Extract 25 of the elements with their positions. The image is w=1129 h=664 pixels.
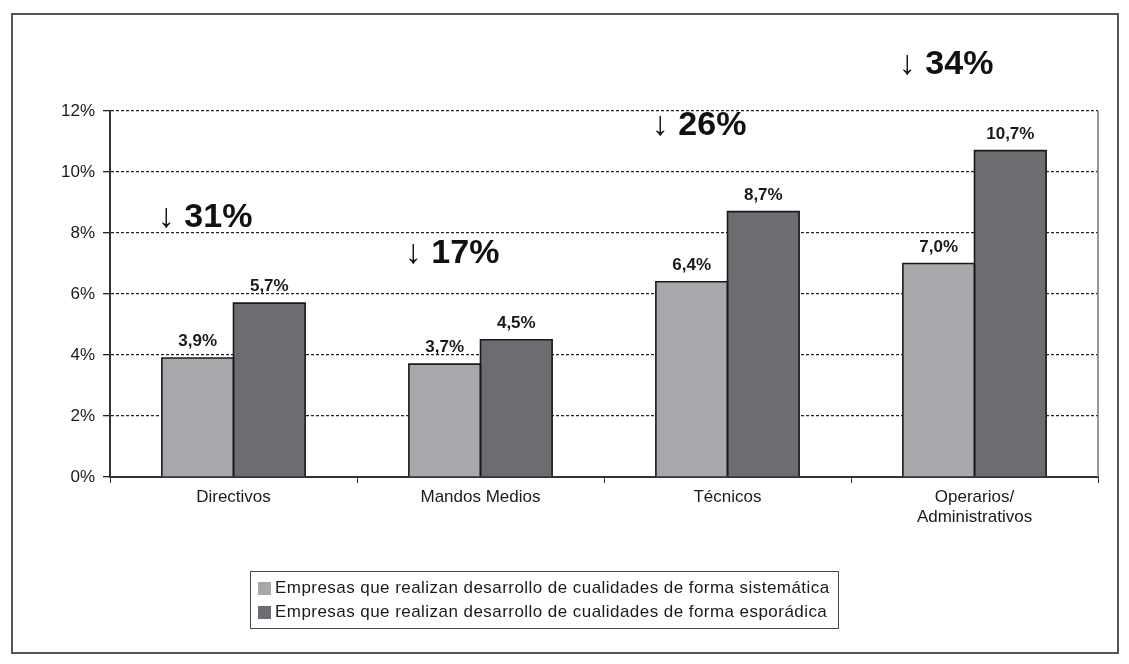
- data-label: 8,7%: [743, 184, 783, 204]
- data-label: 10,7%: [986, 123, 1035, 143]
- y-tick-label: 0%: [70, 466, 95, 486]
- data-label: 5,7%: [249, 276, 289, 296]
- x-tick-label: Mandos Medios: [420, 486, 541, 506]
- y-tick-label: 2%: [70, 405, 95, 425]
- data-label: 3,7%: [425, 337, 465, 357]
- y-tick-label: 8%: [70, 222, 95, 242]
- data-label: 4,5%: [496, 312, 536, 332]
- y-tick-label: 6%: [70, 283, 95, 303]
- data-label: 3,9%: [178, 331, 218, 351]
- data-label: 7,0%: [919, 236, 959, 256]
- annotation: ↓ 17%: [404, 232, 500, 271]
- x-tick-label: Operarios/Administrativos: [916, 486, 1033, 527]
- x-tick-label: Técnicos: [693, 486, 762, 506]
- legend-label: Empresas que realizan desarrollo de cualidades de forma esporádica: [275, 601, 828, 623]
- x-tick-label: Directivos: [196, 486, 271, 506]
- y-tick-label: 12%: [60, 100, 95, 120]
- y-tick-label: 10%: [60, 161, 95, 181]
- annotation: ↓ 31%: [157, 195, 253, 234]
- annotation: ↓ 26%: [651, 104, 747, 143]
- y-tick-label: 4%: [70, 344, 95, 364]
- legend-label: Empresas que realizan desarrollo de cualidades de forma sistemática: [275, 577, 830, 599]
- text: ↓ 34%: [898, 43, 994, 82]
- data-label: 6,4%: [672, 254, 712, 274]
